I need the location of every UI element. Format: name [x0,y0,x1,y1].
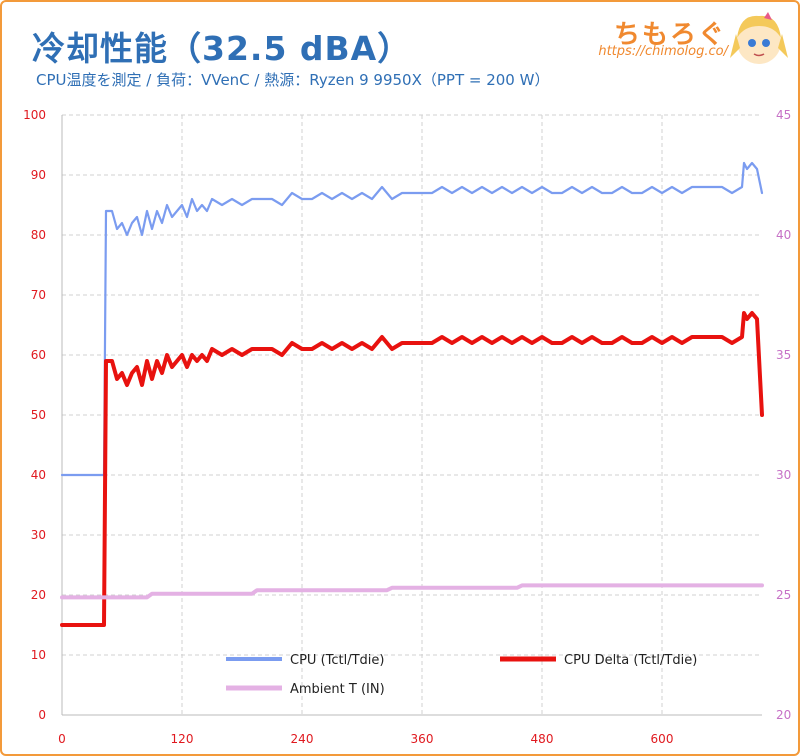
chart-subtitle: CPU温度を測定 / 負荷：VVenC / 熱源：Ryzen 9 9950X（P… [36,71,550,89]
grid-layer [62,114,762,715]
legend-label-ambient: Ambient T (IN) [290,682,385,697]
mascot-character-icon [730,12,788,64]
series-line-cpu-delta [60,311,764,627]
brand-logo-text: ちもろぐ [613,20,726,50]
legend: CPU (Tctl/Tdie) CPU Delta (Tctl/Tdie) Am… [226,653,697,697]
x-tick-label: 480 [531,732,554,746]
axis-layer: 0 10 20 30 40 50 60 70 80 90 100 0 120 240 360 480 600 20… [23,108,791,746]
y2-tick-label: 25 [776,588,791,602]
x-tick-label: 600 [651,732,674,746]
x-tick-label: 120 [171,732,194,746]
legend-label-cpu-delta: CPU Delta (Tctl/Tdie) [564,653,697,668]
y-tick-label: 60 [31,348,46,362]
series-line-ambient [60,583,764,600]
brand-url: https://chimolog.co/ [598,44,728,59]
y-tick-label: 40 [31,468,46,482]
y-tick-label: 50 [31,408,46,422]
y-tick-label: 20 [31,588,46,602]
series-layer [60,161,764,627]
y2-tick-label: 35 [776,348,791,362]
y-tick-label: 30 [31,528,46,542]
chart-title: 冷却性能（32.5 dBA） [32,29,412,68]
y2-tick-label: 45 [776,108,791,122]
y2-tick-label: 20 [776,708,791,722]
y-tick-label: 70 [31,288,46,302]
x-tick-label: 240 [291,732,314,746]
y-tick-label: 10 [31,648,46,662]
y2-tick-label: 30 [776,468,791,482]
x-tick-label: 360 [411,732,434,746]
y-tick-label: 80 [31,228,46,242]
y-tick-label: 90 [31,168,46,182]
legend-label-cpu: CPU (Tctl/Tdie) [290,653,384,668]
x-tick-label: 0 [58,732,66,746]
series-line-cpu [60,161,764,477]
y-tick-label: 100 [23,108,46,122]
y2-tick-label: 40 [776,228,791,242]
y-tick-label: 0 [38,708,46,722]
